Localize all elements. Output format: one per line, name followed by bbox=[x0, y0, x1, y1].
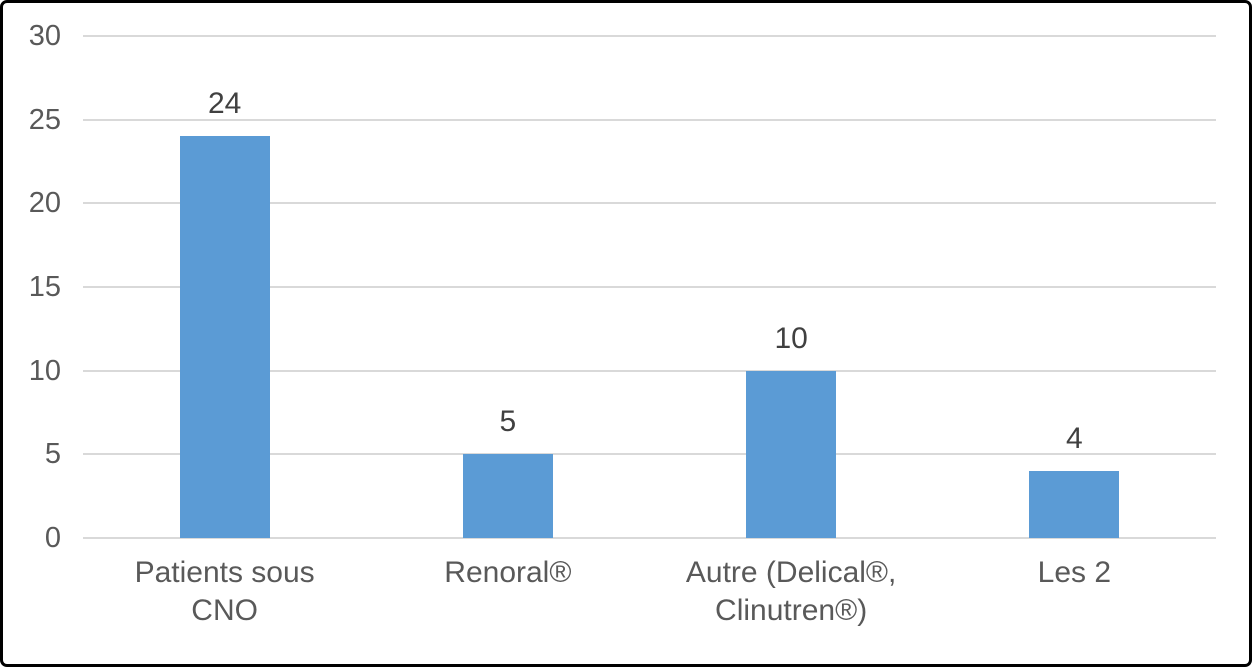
x-axis-line bbox=[83, 537, 1216, 539]
y-tick-label: 0 bbox=[44, 522, 61, 554]
y-tick-label: 25 bbox=[28, 103, 61, 136]
category-label-line: CNO bbox=[191, 594, 258, 627]
bar-value-label: 4 bbox=[1066, 422, 1083, 456]
gridline bbox=[83, 286, 1216, 288]
y-tick-label: 5 bbox=[44, 438, 61, 471]
bar bbox=[746, 370, 837, 538]
y-tick-label: 15 bbox=[28, 271, 61, 303]
category-label-line: Les 2 bbox=[1037, 556, 1112, 589]
bar-value-label: 24 bbox=[207, 87, 242, 121]
bar bbox=[179, 136, 270, 538]
category-label: Les 2 bbox=[933, 554, 1216, 592]
bar-value-label: 5 bbox=[499, 405, 517, 439]
category-label-line: Patients sous bbox=[134, 556, 315, 589]
category-label: Patients sous CNO bbox=[83, 554, 366, 630]
y-tick-label: 30 bbox=[28, 20, 61, 52]
gridline bbox=[83, 369, 1216, 372]
gridline bbox=[83, 118, 1216, 121]
category-label-line: Autre (Delical®, bbox=[685, 556, 897, 589]
bar bbox=[1029, 471, 1120, 538]
gridline bbox=[83, 35, 1216, 37]
bar-value-label: 10 bbox=[774, 321, 808, 355]
category-label-line: Renoral® bbox=[444, 556, 572, 589]
bar bbox=[462, 454, 553, 538]
gridline bbox=[83, 202, 1216, 205]
gridline bbox=[83, 453, 1216, 456]
category-label-line: Clinutren®) bbox=[715, 594, 868, 627]
category-label: Renoral® bbox=[366, 554, 649, 592]
y-tick-label: 10 bbox=[28, 354, 61, 387]
y-tick-label: 20 bbox=[28, 187, 61, 220]
category-label: Autre (Delical®, Clinutren®) bbox=[650, 554, 933, 630]
